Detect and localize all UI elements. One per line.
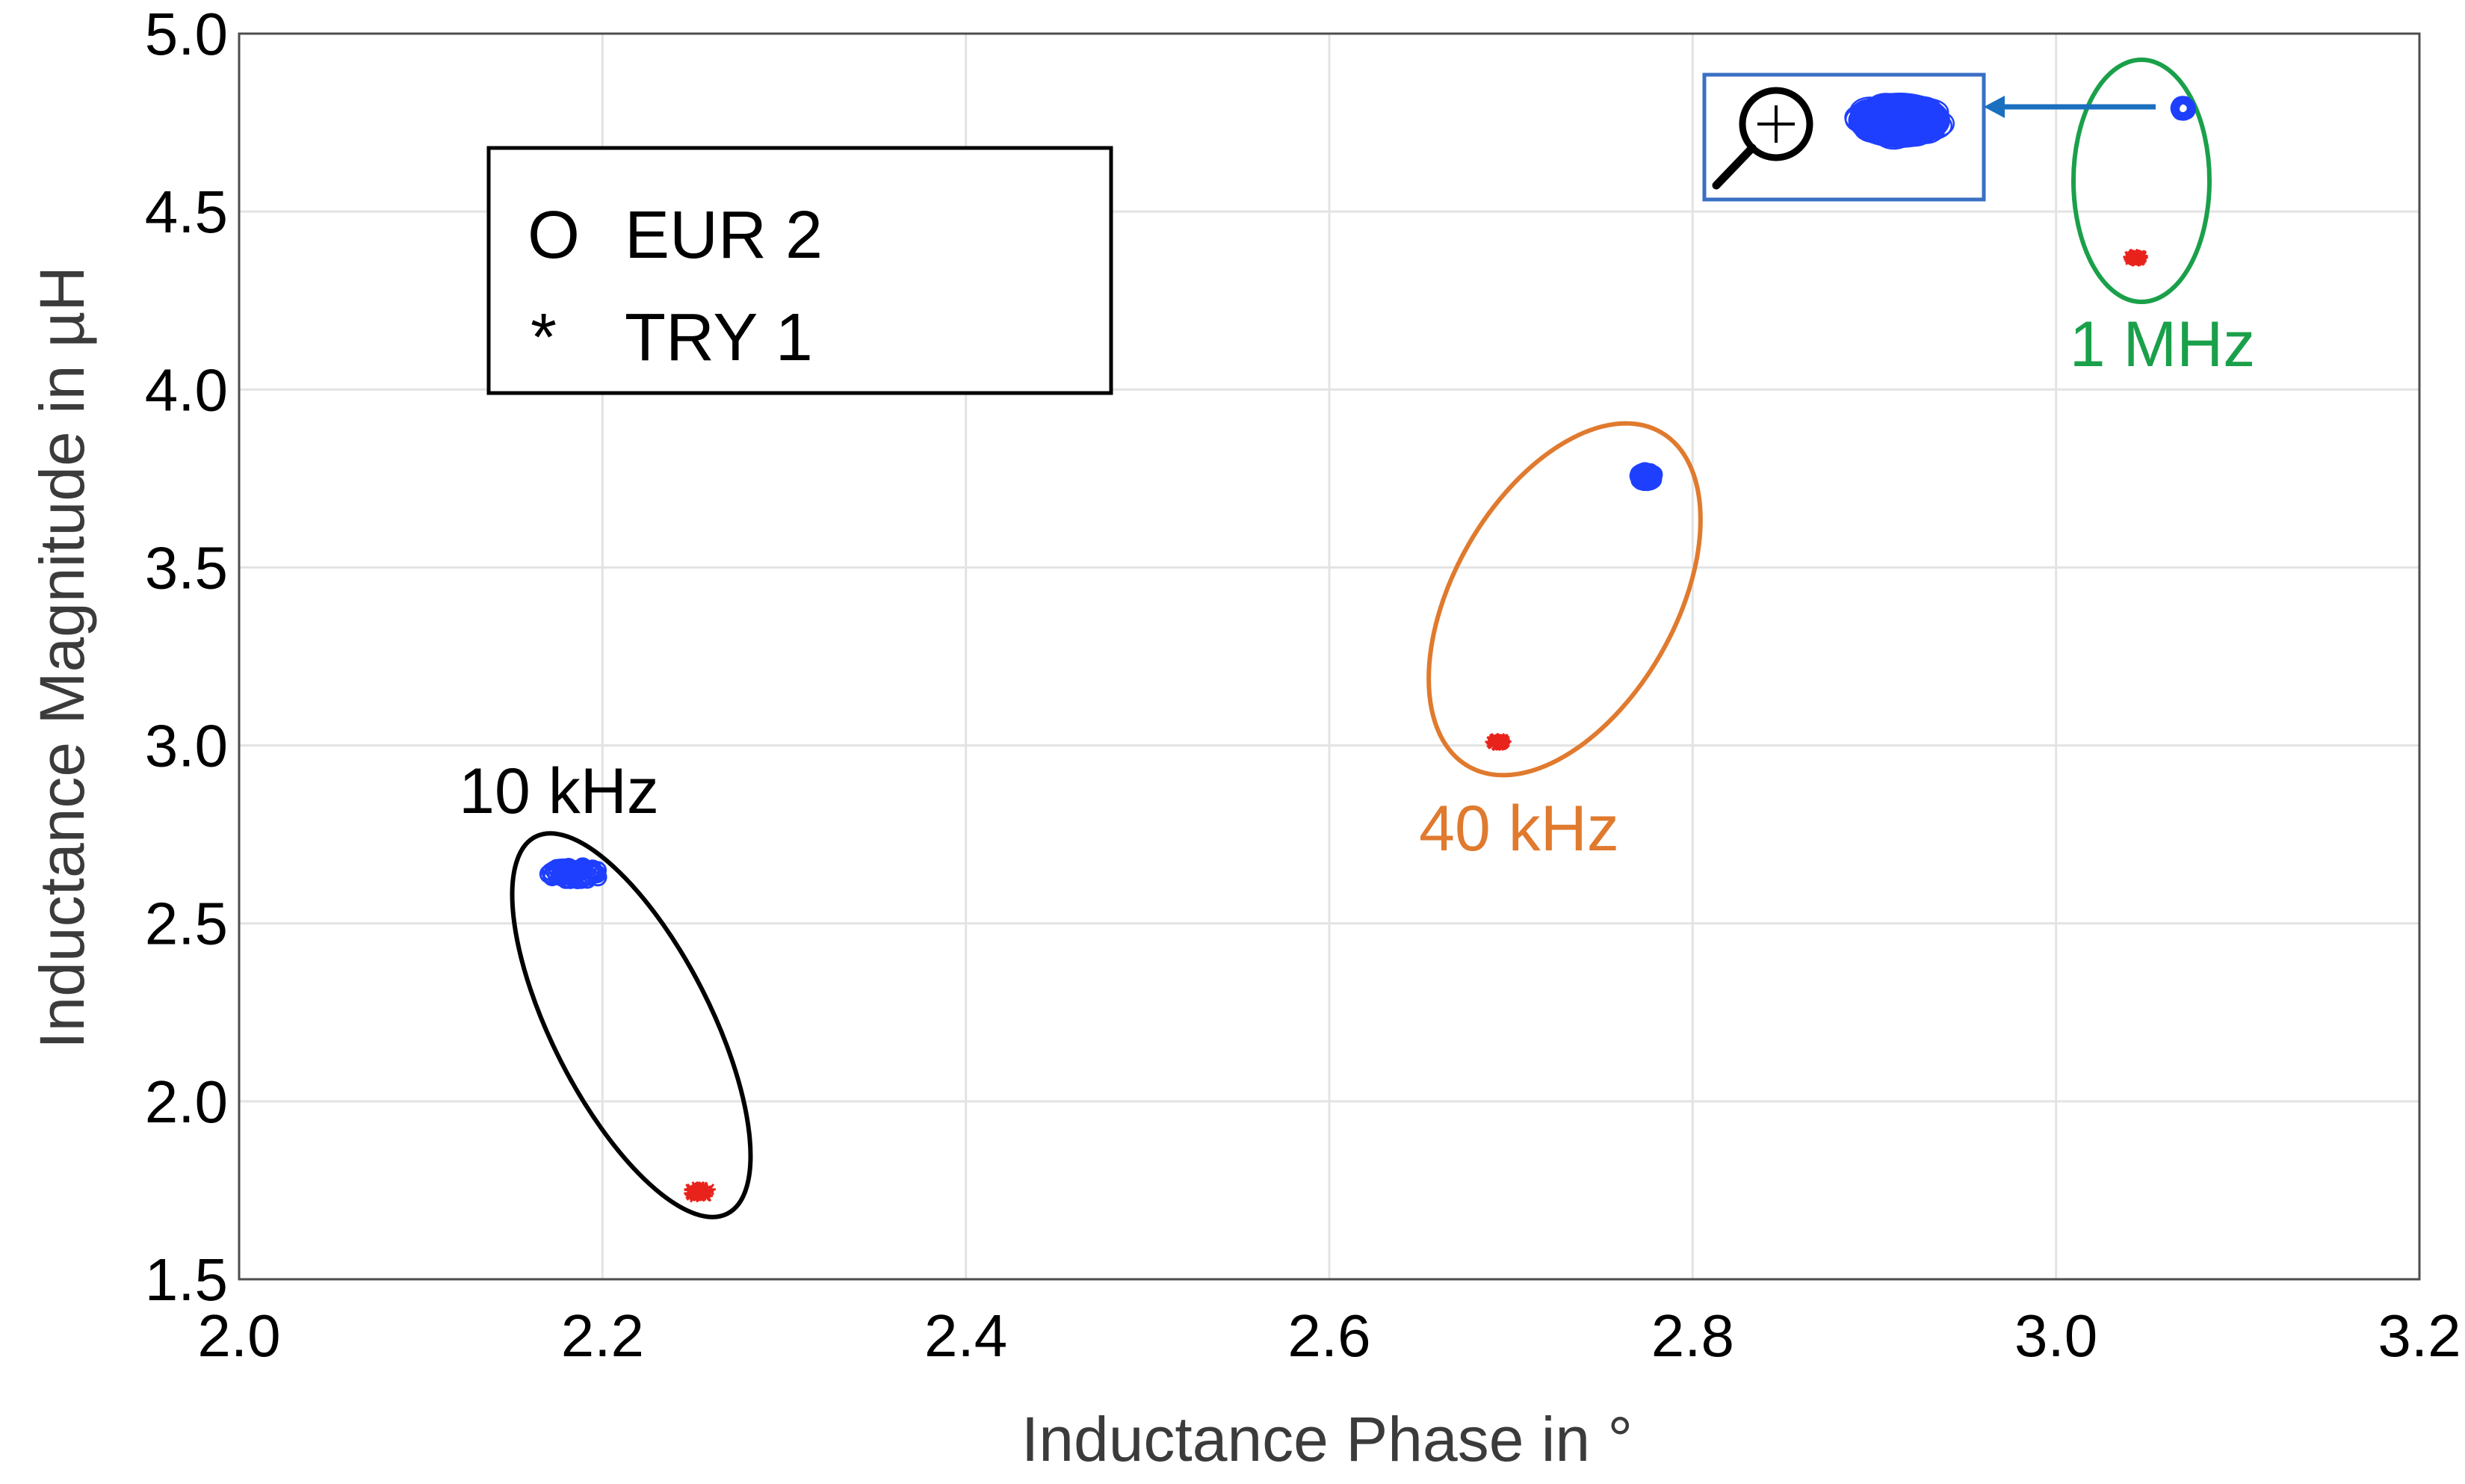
- x-tick-label: 2.8: [1651, 1302, 1734, 1369]
- y-tick-label: 5.0: [145, 1, 228, 67]
- y-tick-label: 4.5: [145, 179, 228, 245]
- x-tick-label: 2.4: [924, 1302, 1007, 1369]
- x-tick-label: 3.0: [2014, 1302, 2097, 1369]
- y-tick-label: 4.0: [145, 356, 228, 423]
- y-tick-label: 1.5: [145, 1246, 228, 1313]
- annotation-1mhz: 1 MHz: [2070, 309, 2255, 380]
- x-tick-label: 2.2: [561, 1302, 644, 1369]
- legend-label-try1: TRY 1: [625, 300, 813, 375]
- figure-background: [0, 0, 2465, 1484]
- x-axis-label: Inductance Phase in °: [1021, 1404, 1633, 1474]
- scatter-chart: 2.0 2.2 2.4 2.6 2.8 3.0 3.21.52.02.53.03.54.04…: [0, 0, 2465, 1484]
- y-tick-label: 2.0: [145, 1069, 228, 1135]
- annotation-10khz: 10 kHz: [459, 755, 659, 827]
- y-tick-label: 2.5: [145, 891, 228, 957]
- legend-label-eur2: EUR 2: [625, 198, 823, 273]
- x-tick-label: 3.2: [2378, 1302, 2461, 1369]
- x-tick-label: 2.6: [1287, 1302, 1370, 1369]
- annotation-40khz: 40 kHz: [1419, 793, 1619, 865]
- y-axis-label: Inductance Magnitude in µH: [27, 266, 97, 1049]
- y-tick-label: 3.0: [145, 713, 228, 779]
- legend-symbol-try1: *: [531, 300, 557, 375]
- legend-symbol-eur2: O: [528, 198, 580, 273]
- legend: O EUR 2 * TRY 1: [489, 148, 1111, 393]
- y-tick-label: 3.5: [145, 534, 228, 601]
